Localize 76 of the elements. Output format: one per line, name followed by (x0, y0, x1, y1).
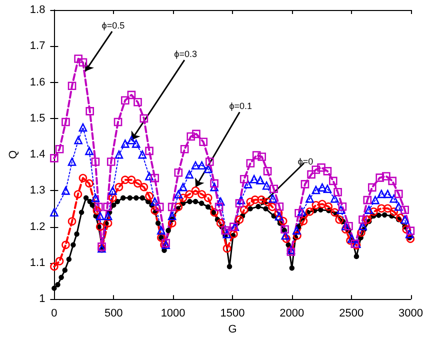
point (132, 140, 140, 148)
point (236, 196, 246, 204)
y-tick-label: 1.2 (30, 220, 46, 233)
point (268, 194, 278, 203)
point (323, 184, 332, 194)
x-axis-title: G (228, 324, 237, 336)
point (91, 194, 100, 202)
point (390, 194, 398, 203)
point (185, 170, 194, 179)
annotation: ϕ=0.1 (229, 100, 252, 111)
point (204, 164, 212, 174)
point (281, 231, 290, 240)
point (150, 197, 160, 206)
point (371, 196, 380, 204)
point (244, 180, 252, 188)
y-tick-label: 1.1 (30, 256, 46, 269)
point (330, 194, 339, 203)
point (298, 207, 306, 216)
point (157, 226, 166, 235)
point (400, 215, 409, 224)
point (256, 176, 264, 184)
point (78, 123, 88, 132)
annotation: ϕ=0.5 (102, 20, 125, 30)
point (168, 212, 176, 220)
y-axis-title: Q (8, 150, 20, 159)
x-tick-label: 1500 (220, 308, 245, 320)
point (191, 161, 200, 170)
y-tick-label: 1.3 (30, 184, 46, 197)
y-tick-label: 1 (39, 293, 46, 306)
point (127, 136, 136, 144)
point (405, 230, 414, 238)
point (96, 212, 104, 220)
point (364, 206, 374, 214)
point (292, 226, 301, 235)
y-tick-label: 1.7 (30, 40, 46, 52)
annotation: ϕ=0.3 (174, 48, 197, 59)
point (85, 146, 94, 156)
x-tick-label: 2500 (339, 308, 364, 320)
point (138, 150, 147, 159)
point (336, 206, 346, 214)
y-tick-label: 1.5 (30, 112, 46, 124)
point (377, 190, 386, 198)
point (50, 208, 58, 217)
x-tick-label: 500 (104, 308, 123, 320)
annotation: ϕ=0 (298, 156, 314, 167)
y-tick-label: 1.8 (30, 4, 46, 16)
point (121, 140, 130, 148)
point (262, 181, 271, 190)
point (210, 182, 218, 192)
point (62, 186, 70, 195)
point (394, 202, 403, 211)
point (250, 174, 258, 184)
point (318, 183, 326, 192)
point (145, 172, 154, 180)
x-tick-label: 3000 (398, 308, 424, 320)
point (306, 194, 314, 203)
y-tick-label: 1.4 (30, 148, 46, 161)
point (384, 190, 392, 198)
point (312, 186, 320, 194)
point (274, 212, 284, 220)
x-tick-label: 1000 (160, 308, 186, 320)
point (108, 186, 117, 195)
point (68, 158, 76, 166)
point (198, 161, 206, 170)
point (216, 197, 225, 206)
point (358, 222, 367, 230)
point (74, 136, 82, 144)
point (114, 150, 124, 159)
point (222, 230, 232, 238)
x-tick-label: 2000 (280, 308, 304, 320)
y-tick-label: 1.6 (30, 76, 46, 88)
point (104, 212, 112, 220)
point (174, 190, 183, 198)
point (178, 182, 188, 192)
x-tick-label: 0 (51, 308, 58, 320)
point (341, 222, 350, 230)
